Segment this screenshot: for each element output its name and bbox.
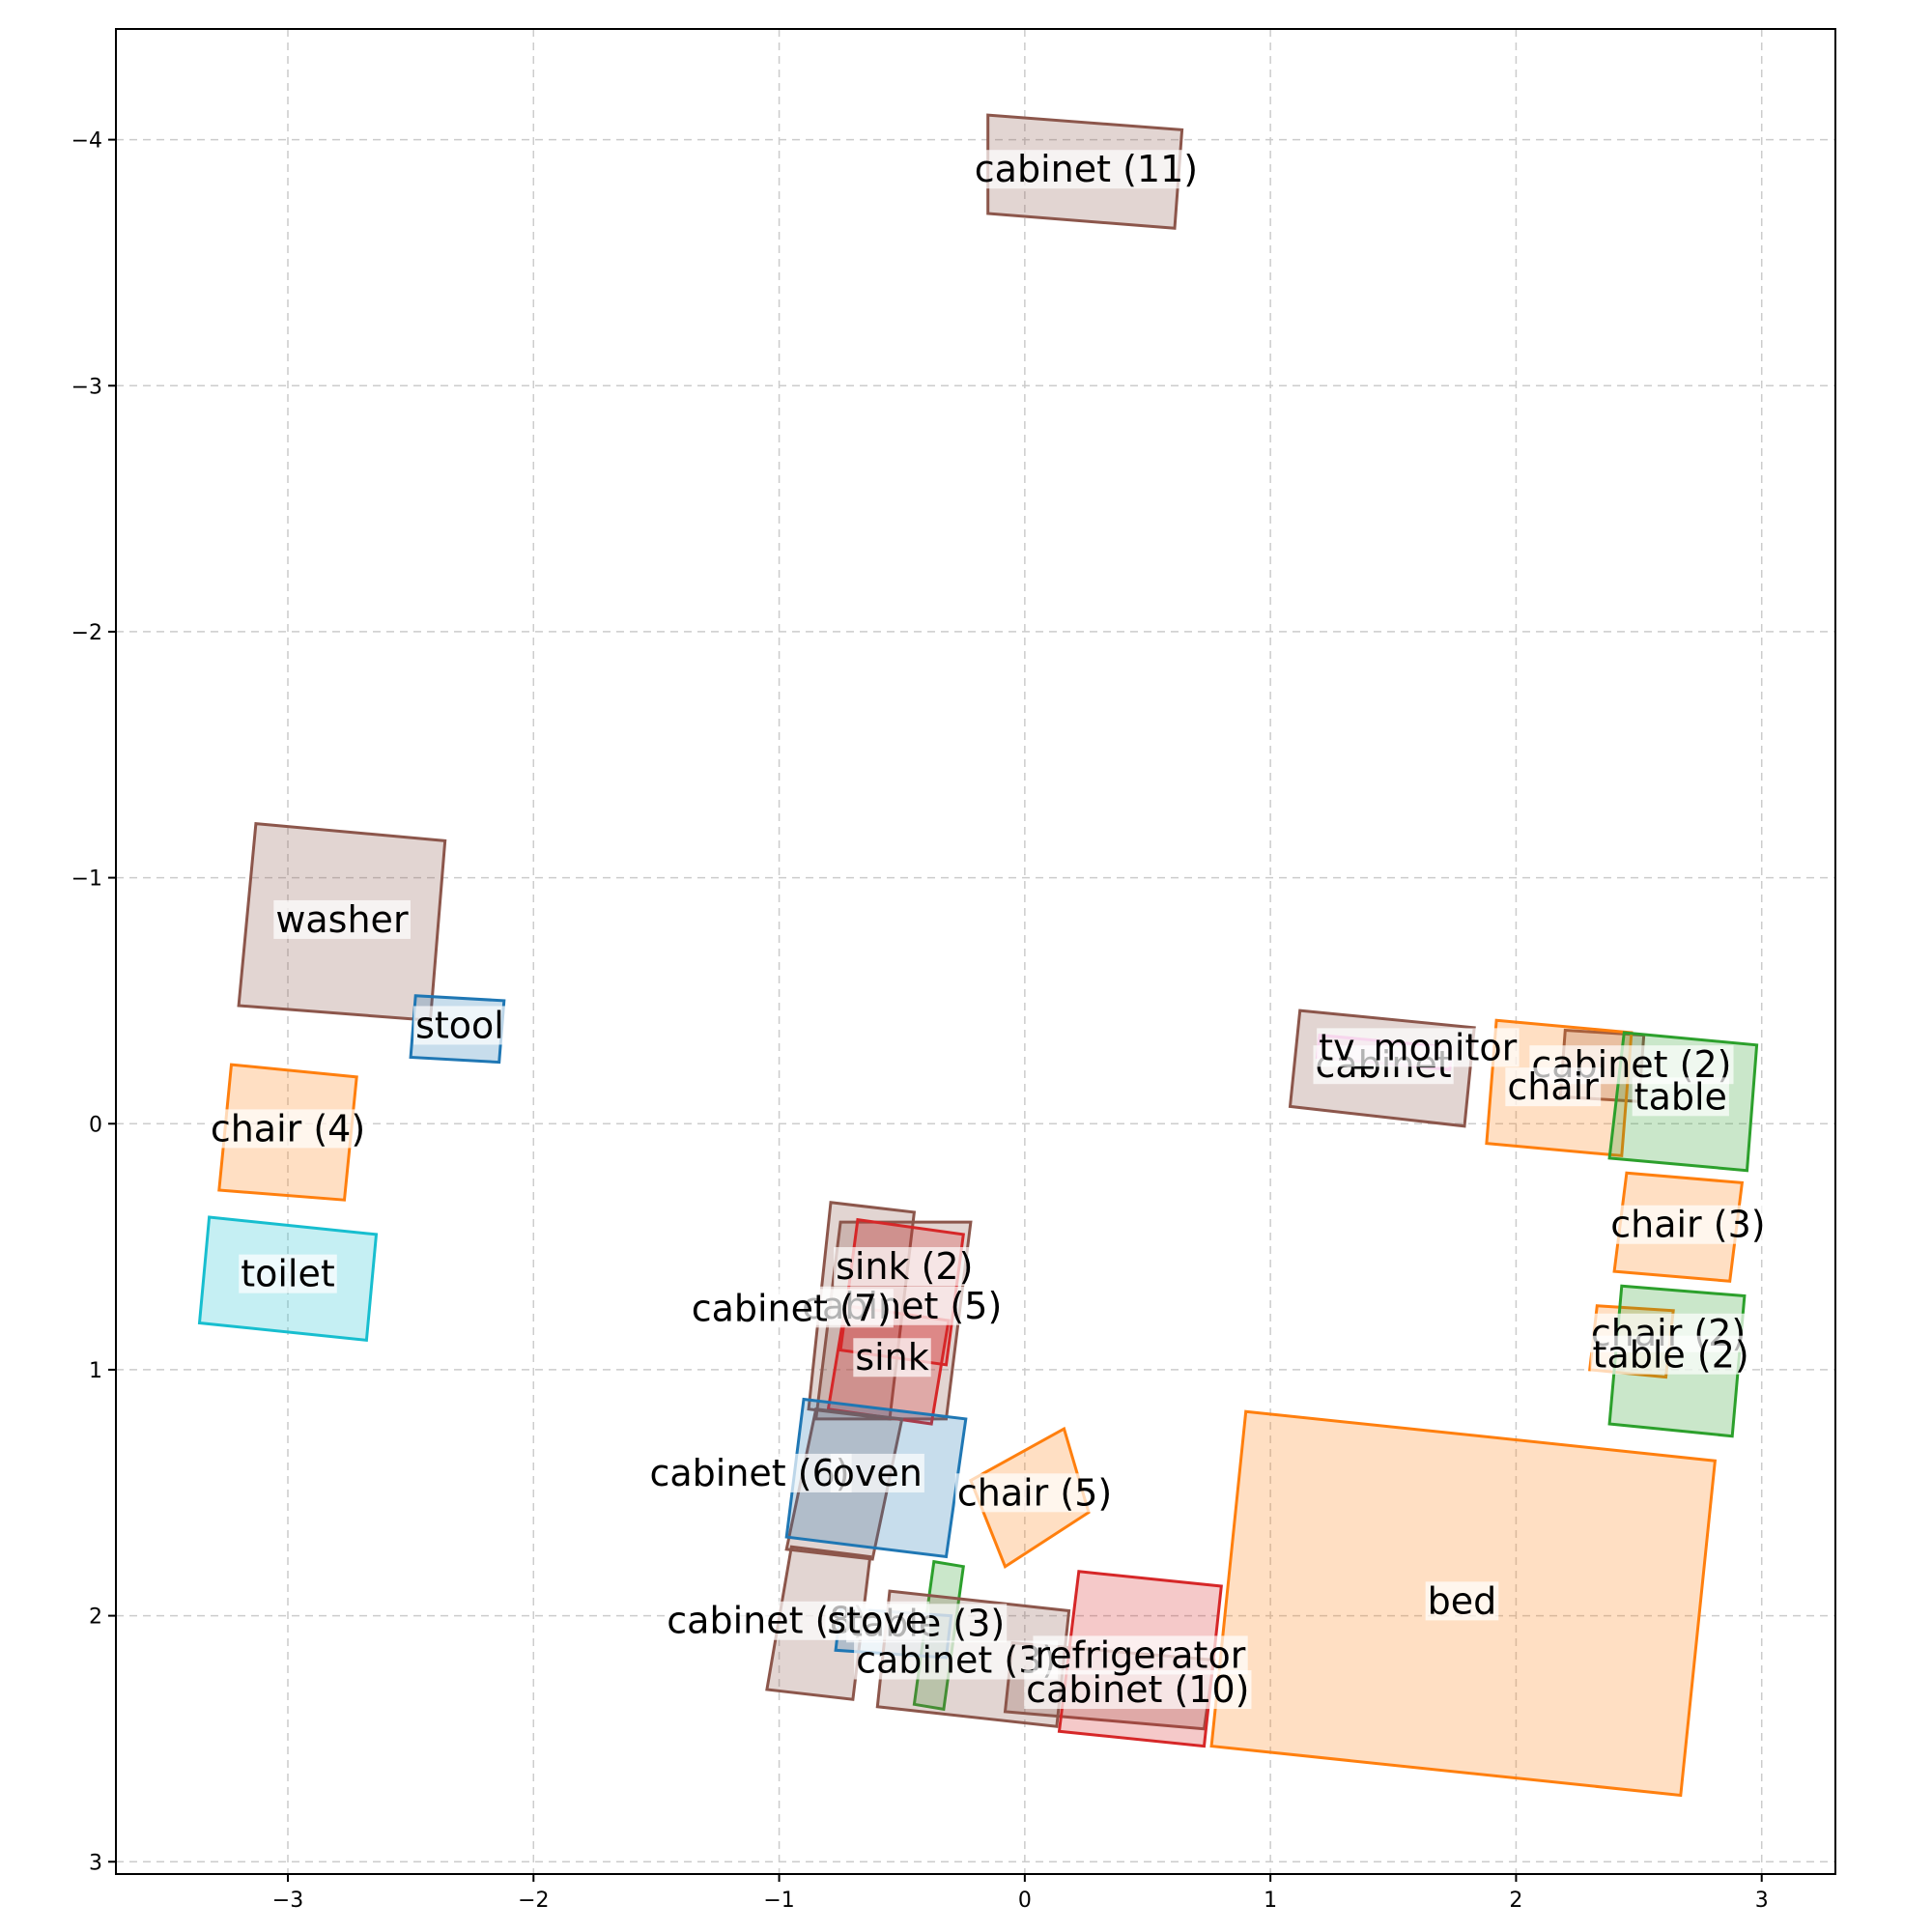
cabinet-label: cabinet (10) [1024,1668,1252,1711]
chair-label: chair [1505,1065,1602,1108]
toilet-label: toilet [239,1253,337,1295]
tv_monitor-label: tv_monitor [1317,1026,1520,1068]
oven-label-background [830,1453,924,1492]
y-tick-label: 1 [89,1359,102,1383]
cabinet-label: cabinet (7) [689,1287,894,1329]
y-tick-label: −2 [71,621,102,645]
y-tick-label: 2 [89,1605,102,1630]
stove-label-background [825,1601,930,1640]
cabinet-label-text: cabinet (11) [975,148,1198,190]
cabinet-label-background [854,1640,1059,1680]
y-tick-label: 3 [89,1851,102,1875]
x-tick-label: 2 [1509,1889,1522,1913]
stool-label-background [413,1006,506,1045]
cabinet-label-text: cabinet (3) [856,1638,1056,1681]
table-label-background [1632,1077,1729,1117]
chair-label: chair (5) [954,1471,1115,1514]
chair-label-text: chair [1507,1065,1599,1108]
cabinet-label-text: cabinet (6) [649,1452,849,1494]
stool-label-text: stool [415,1004,504,1046]
x-tick-label: 3 [1755,1889,1769,1913]
chair-label-background [954,1473,1115,1513]
oven-label: oven [830,1452,924,1494]
cabinet-label: cabinet (11) [972,148,1201,190]
y-tick-label: −3 [71,375,102,399]
bed-label: bed [1425,1579,1499,1622]
stove-label-text: stove [827,1600,927,1642]
cabinet-label-background [972,150,1201,189]
chair-label-background [1608,1205,1768,1244]
refrigerator-label-background [1033,1635,1248,1675]
tv_monitor-label-background [1317,1028,1520,1067]
table-label-background [1590,1335,1751,1375]
oven-label-text: oven [833,1452,923,1494]
cabinet-label-background [1024,1670,1252,1710]
stool-label: stool [413,1004,506,1046]
washer-label: washer [273,898,411,941]
x-tick-label: 0 [1018,1889,1032,1913]
table-label-text: table (2) [1593,1334,1749,1377]
sink-label: sink (2) [834,1245,976,1288]
y-tick-label: −4 [71,129,102,154]
axis-ticks: −3 −2 −1 0 1 2 3 −4 −3 −2 −1 0 1 2 3 [71,129,1769,1913]
object-labels: cabinet (11) washer stool chair (4) toilet ca… [208,148,1768,1711]
x-tick-label: 1 [1264,1889,1277,1913]
chair-label-background [208,1109,368,1149]
cabinet-label-background [647,1453,852,1492]
x-tick-label: −2 [518,1889,549,1913]
table-label: table [1632,1075,1729,1118]
y-tick-label: 0 [89,1113,102,1137]
table-label-text: table [1634,1075,1727,1118]
toilet-label-text: toilet [241,1253,335,1295]
sink-label-background [834,1247,976,1287]
x-tick-label: −3 [272,1889,303,1913]
cabinet-label-text: cabinet (7) [692,1287,892,1329]
chair-label-background [1505,1067,1602,1107]
cabinet-label: cabinet (3) [854,1638,1059,1681]
sink-label: sink [853,1336,931,1378]
chair-label: chair (3) [1608,1204,1768,1246]
bed-label-background [1425,1581,1499,1621]
tv_monitor-label-text: tv_monitor [1319,1026,1517,1068]
refrigerator-label-text: refrigerator [1035,1634,1245,1676]
chair-label: chair (4) [208,1107,368,1150]
sink-label-background [853,1338,931,1378]
stove-label: stove [825,1600,930,1642]
x-tick-label: −1 [763,1889,794,1913]
bed-label-text: bed [1428,1579,1497,1622]
chair-label-text: chair (3) [1610,1204,1765,1246]
washer-label-background [273,899,411,939]
table-label: table (2) [1590,1334,1751,1377]
sink-label-text: sink [855,1336,928,1378]
toilet-label-background [239,1254,337,1293]
plot-frame [115,28,1836,1875]
y-tick-label: −1 [71,867,102,892]
chair-label-text: chair (5) [957,1471,1112,1514]
chair-label-text: chair (4) [211,1107,365,1150]
cabinet-label-background [689,1289,894,1328]
washer-label-text: washer [275,898,409,941]
cabinet-label-text: cabinet (10) [1026,1668,1249,1711]
refrigerator-label: refrigerator [1033,1634,1248,1676]
cabinet-label: cabinet (6) [647,1452,852,1494]
sink-label-text: sink (2) [836,1245,973,1288]
